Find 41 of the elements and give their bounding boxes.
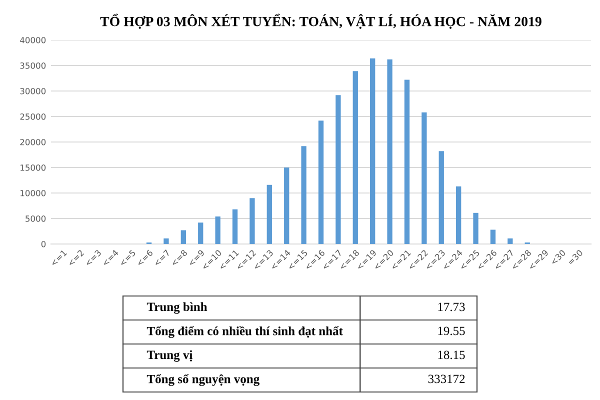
y-tick-label: 25000 <box>20 113 46 120</box>
text: Tổng điểm có nhiều thí sinh đạt nhất <box>146 326 343 338</box>
text: Tổng số nguyện vọng <box>146 374 260 386</box>
y-tick-label: 35000 <box>20 62 46 69</box>
bar <box>180 230 186 244</box>
y-tick-label: 10000 <box>20 190 46 196</box>
x-tick-label: =30 <box>567 249 584 266</box>
bar <box>473 212 478 244</box>
bar <box>232 209 238 244</box>
bar <box>438 151 444 244</box>
text: 19.55 <box>438 326 465 336</box>
text: Trung bình <box>146 302 208 314</box>
bar <box>215 216 220 244</box>
text: 17.73 <box>438 302 465 312</box>
y-tick-label: 0 <box>41 240 46 248</box>
bar <box>508 238 513 244</box>
text: Trung vị <box>146 350 192 362</box>
y-tick-label: 40000 <box>20 36 46 44</box>
y-tick-label: 15000 <box>20 164 46 171</box>
bar <box>284 168 290 244</box>
bar <box>301 146 306 244</box>
x-tick-label: <30 <box>550 249 566 266</box>
bar <box>318 120 324 244</box>
bar <box>336 95 341 244</box>
text: 333172 <box>428 374 465 384</box>
bar <box>422 112 427 244</box>
bar <box>387 59 392 244</box>
y-tick-label: 30000 <box>20 88 46 94</box>
bar <box>352 71 358 244</box>
text: 18.15 <box>438 350 465 360</box>
y-tick-label: 5000 <box>26 215 46 222</box>
bar <box>404 80 410 244</box>
bar <box>456 186 462 244</box>
y-tick-label: 20000 <box>20 138 46 146</box>
bar <box>490 230 496 244</box>
bar <box>198 222 204 244</box>
bar <box>164 238 169 244</box>
bar <box>250 198 255 244</box>
bar <box>370 58 376 244</box>
bar <box>266 184 272 244</box>
chart-title: TỔ HỢP 03 MÔN XÉT TUYỂN: TOÁN, VẬT LÍ, HÓA HỌC - NĂM 2019 <box>100 14 542 29</box>
